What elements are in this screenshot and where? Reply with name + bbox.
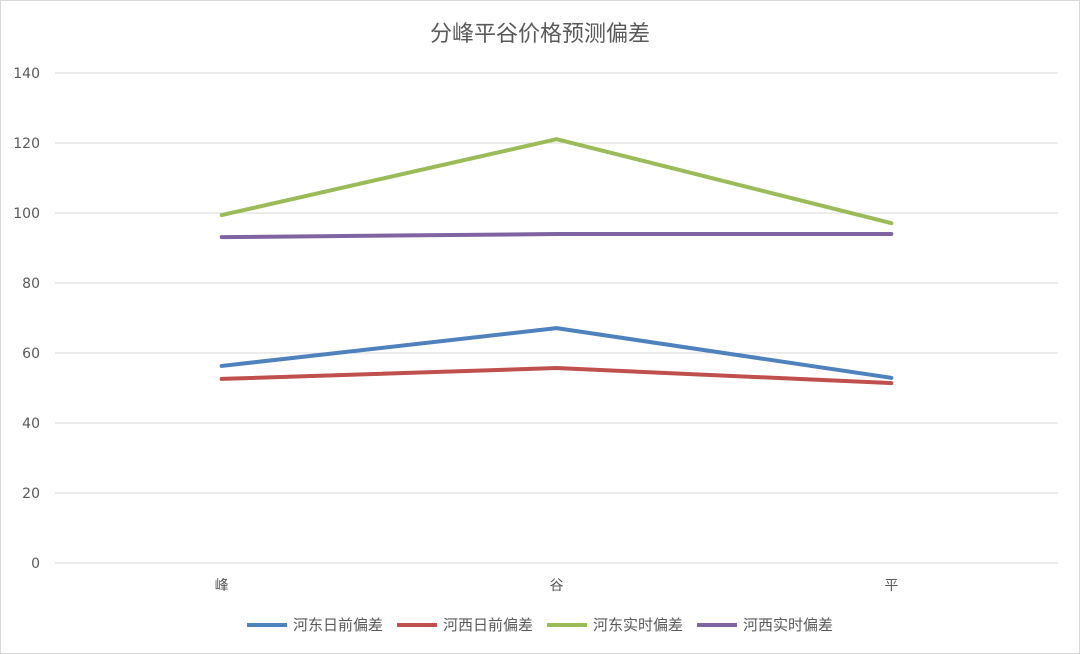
y-tick-label: 80 bbox=[22, 276, 40, 292]
y-tick-label: 60 bbox=[22, 346, 40, 362]
legend: 河东日前偏差 河西日前偏差 河东实时偏差 河西实时偏差 bbox=[0, 614, 1080, 635]
legend-swatch bbox=[697, 622, 738, 627]
series-line bbox=[219, 137, 894, 226]
series-line bbox=[219, 232, 894, 240]
legend-swatch bbox=[246, 622, 287, 627]
legend-label: 河东实时偏差 bbox=[593, 616, 684, 634]
x-tick-label: 峰 bbox=[215, 578, 229, 594]
legend-item: 河东日前偏差 bbox=[246, 614, 383, 635]
legend-item: 河西日前偏差 bbox=[396, 614, 533, 635]
y-tick-label: 100 bbox=[13, 206, 40, 222]
y-tick-label: 20 bbox=[22, 486, 40, 502]
legend-label: 河东日前偏差 bbox=[292, 616, 383, 634]
chart-title: 分峰平谷价格预测偏差 bbox=[429, 22, 650, 47]
y-tick-label: 0 bbox=[31, 556, 40, 572]
legend-swatch bbox=[547, 622, 587, 627]
y-tick-label: 120 bbox=[13, 136, 40, 152]
x-tick-label: 平 bbox=[884, 578, 898, 594]
y-tick-label: 40 bbox=[22, 416, 40, 432]
series-line bbox=[219, 366, 894, 386]
legend-item: 河东实时偏差 bbox=[547, 614, 683, 635]
legend-swatch bbox=[396, 622, 437, 627]
series-line bbox=[219, 326, 894, 380]
legend-label: 河西日前偏差 bbox=[442, 616, 533, 634]
y-tick-label: 140 bbox=[13, 66, 40, 82]
legend-item: 河西实时偏差 bbox=[697, 614, 833, 635]
legend-label: 河西实时偏差 bbox=[743, 616, 834, 634]
x-tick-label: 谷 bbox=[550, 578, 564, 594]
